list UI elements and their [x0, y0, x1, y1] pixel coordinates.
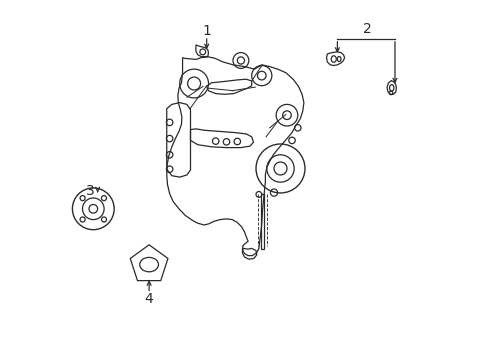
Text: 1: 1 [202, 24, 211, 37]
Text: 4: 4 [144, 292, 153, 306]
Text: 3: 3 [86, 184, 95, 198]
Text: 2: 2 [362, 22, 370, 36]
